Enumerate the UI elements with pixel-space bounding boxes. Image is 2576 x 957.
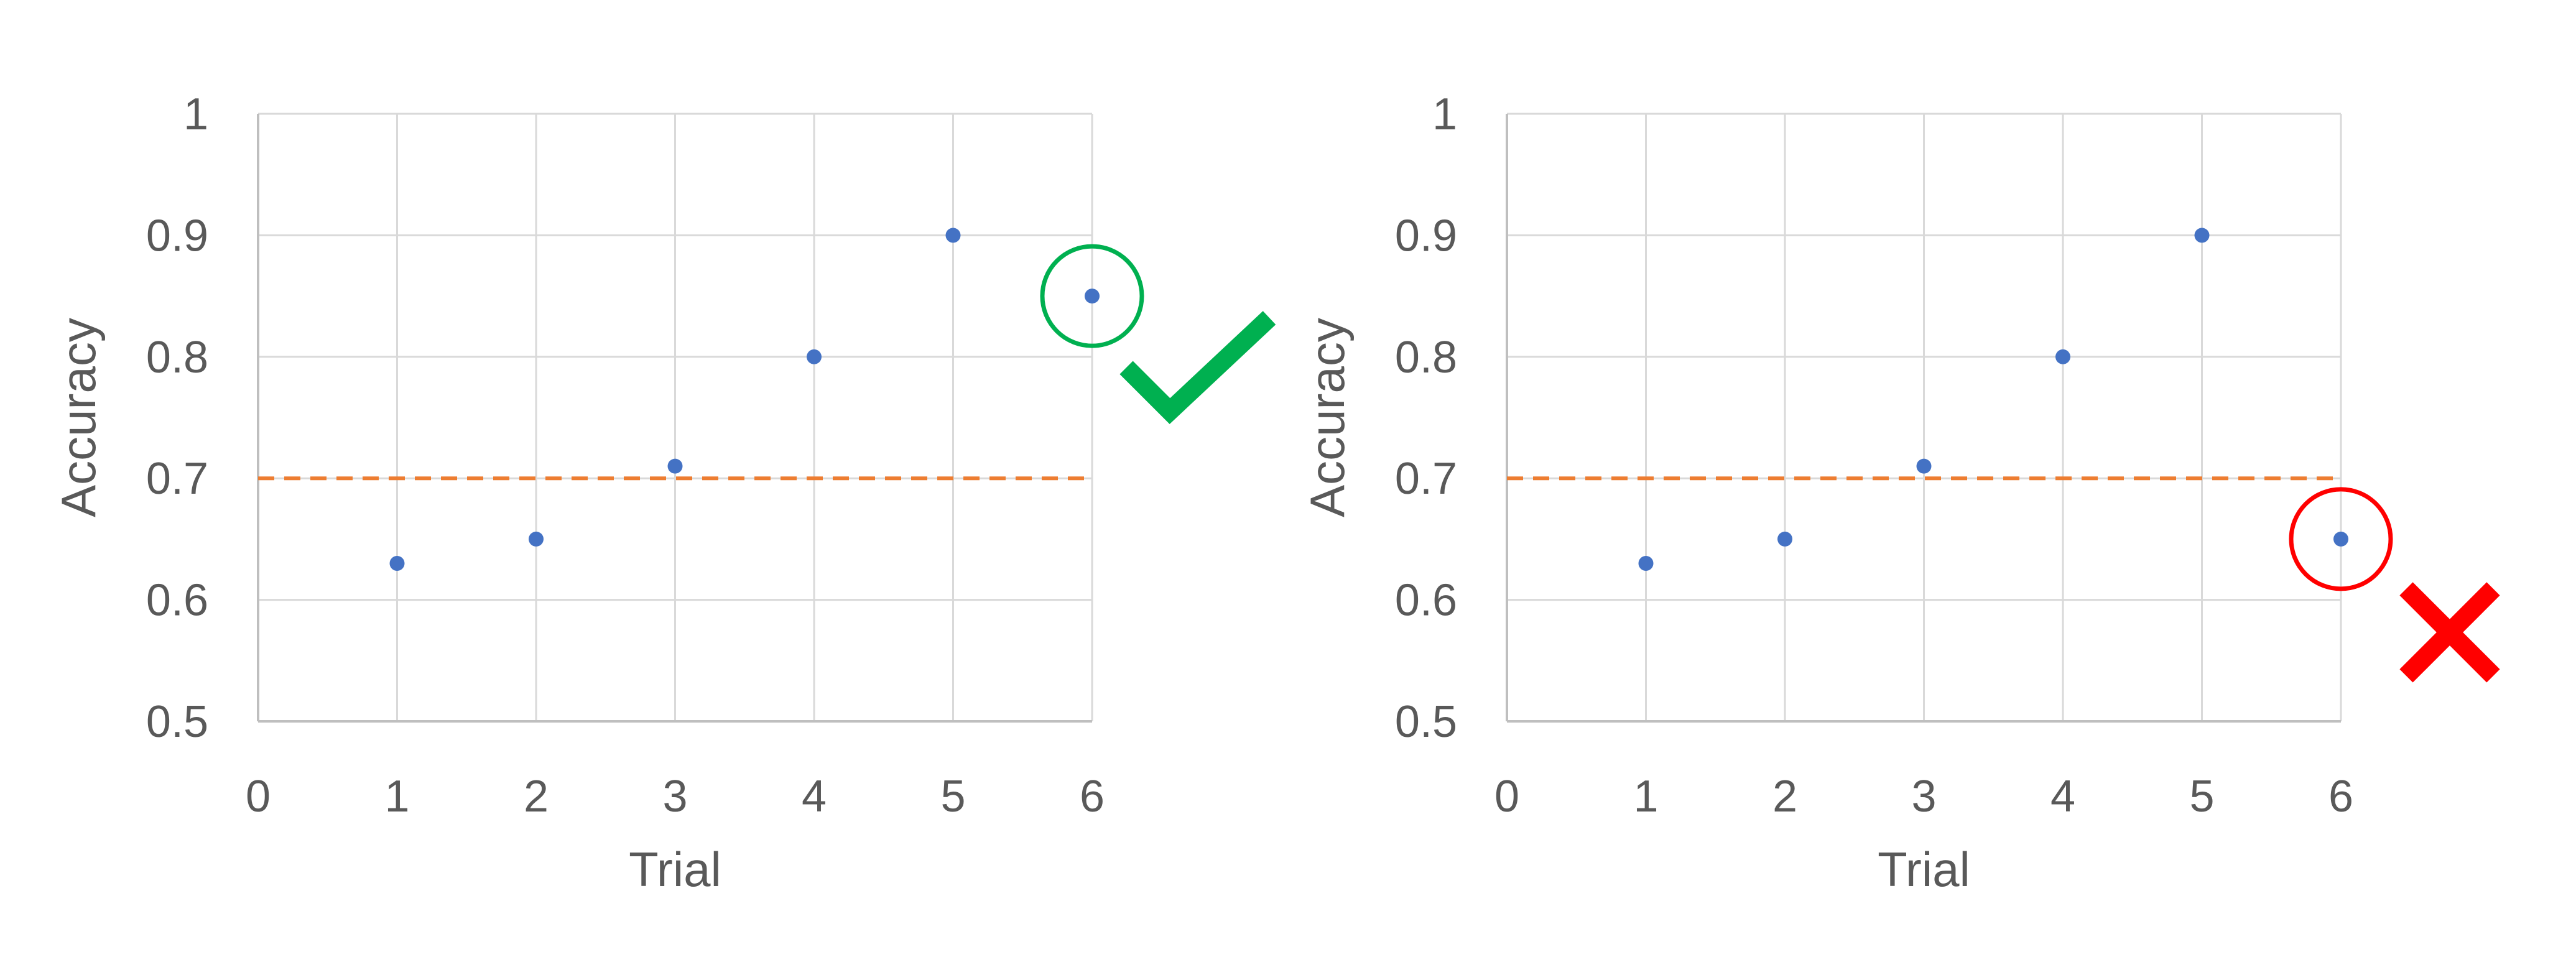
y-tick-label: 0.9: [146, 211, 208, 261]
x-tick-label: 5: [2189, 772, 2214, 821]
y-tick-label: 0.7: [146, 454, 208, 504]
x-tick-label: 0: [1494, 772, 1519, 821]
data-point: [807, 349, 822, 364]
x-tick-label: 1: [1633, 772, 1658, 821]
y-axis-title: Accuracy: [51, 318, 106, 517]
x-axis-title: Trial: [629, 842, 721, 897]
check-mark-icon: [1119, 311, 1276, 424]
data-point: [2194, 228, 2210, 243]
y-tick-label: 0.5: [146, 697, 208, 747]
y-tick-label: 0.9: [1395, 211, 1457, 261]
data-point: [945, 228, 961, 243]
y-tick-label: 1: [183, 90, 208, 139]
x-tick-label: 5: [940, 772, 965, 821]
data-point: [667, 458, 683, 474]
x-tick-label: 6: [2328, 772, 2353, 821]
x-tick-label: 6: [1080, 772, 1105, 821]
x-tick-label: 4: [802, 772, 827, 821]
cross-mark-icon: [2399, 582, 2500, 683]
y-tick-label: 0.7: [1395, 454, 1457, 504]
x-tick-label: 1: [384, 772, 409, 821]
data-point: [1916, 458, 1932, 474]
y-tick-label: 0.6: [1395, 576, 1457, 626]
data-point: [1777, 531, 1792, 547]
highlight-ring: [1040, 244, 1144, 348]
x-tick-label: 3: [662, 772, 687, 821]
y-tick-label: 0.6: [146, 576, 208, 626]
x-axis-title: Trial: [1878, 842, 1970, 897]
chart-left: 0 1 2 3 4 5 6 0.5 0.6 0.7 0.8 0.9 1 Trial Accuracy: [51, 90, 1276, 897]
data-point: [1638, 555, 1654, 571]
data-point: [389, 555, 405, 571]
y-tick-label: 0.5: [1395, 697, 1457, 747]
y-tick-label: 0.8: [146, 333, 208, 382]
data-point: [2333, 531, 2348, 547]
x-tick-label: 4: [2050, 772, 2075, 821]
data-point: [1085, 289, 1100, 304]
x-tick-label: 2: [524, 772, 549, 821]
data-point: [2055, 349, 2070, 364]
x-tick-label: 3: [1911, 772, 1936, 821]
y-tick-label: 0.8: [1395, 333, 1457, 382]
data-point: [529, 531, 544, 547]
chart-right: 0 1 2 3 4 5 6 0.5 0.6 0.7 0.8 0.9 1 Trial Accuracy: [1300, 90, 2500, 897]
y-tick-label: 1: [1432, 90, 1457, 139]
x-tick-label: 2: [1772, 772, 1797, 821]
x-tick-label: 0: [246, 772, 271, 821]
y-axis-title: Accuracy: [1300, 318, 1355, 517]
highlight-ring: [2289, 487, 2393, 591]
